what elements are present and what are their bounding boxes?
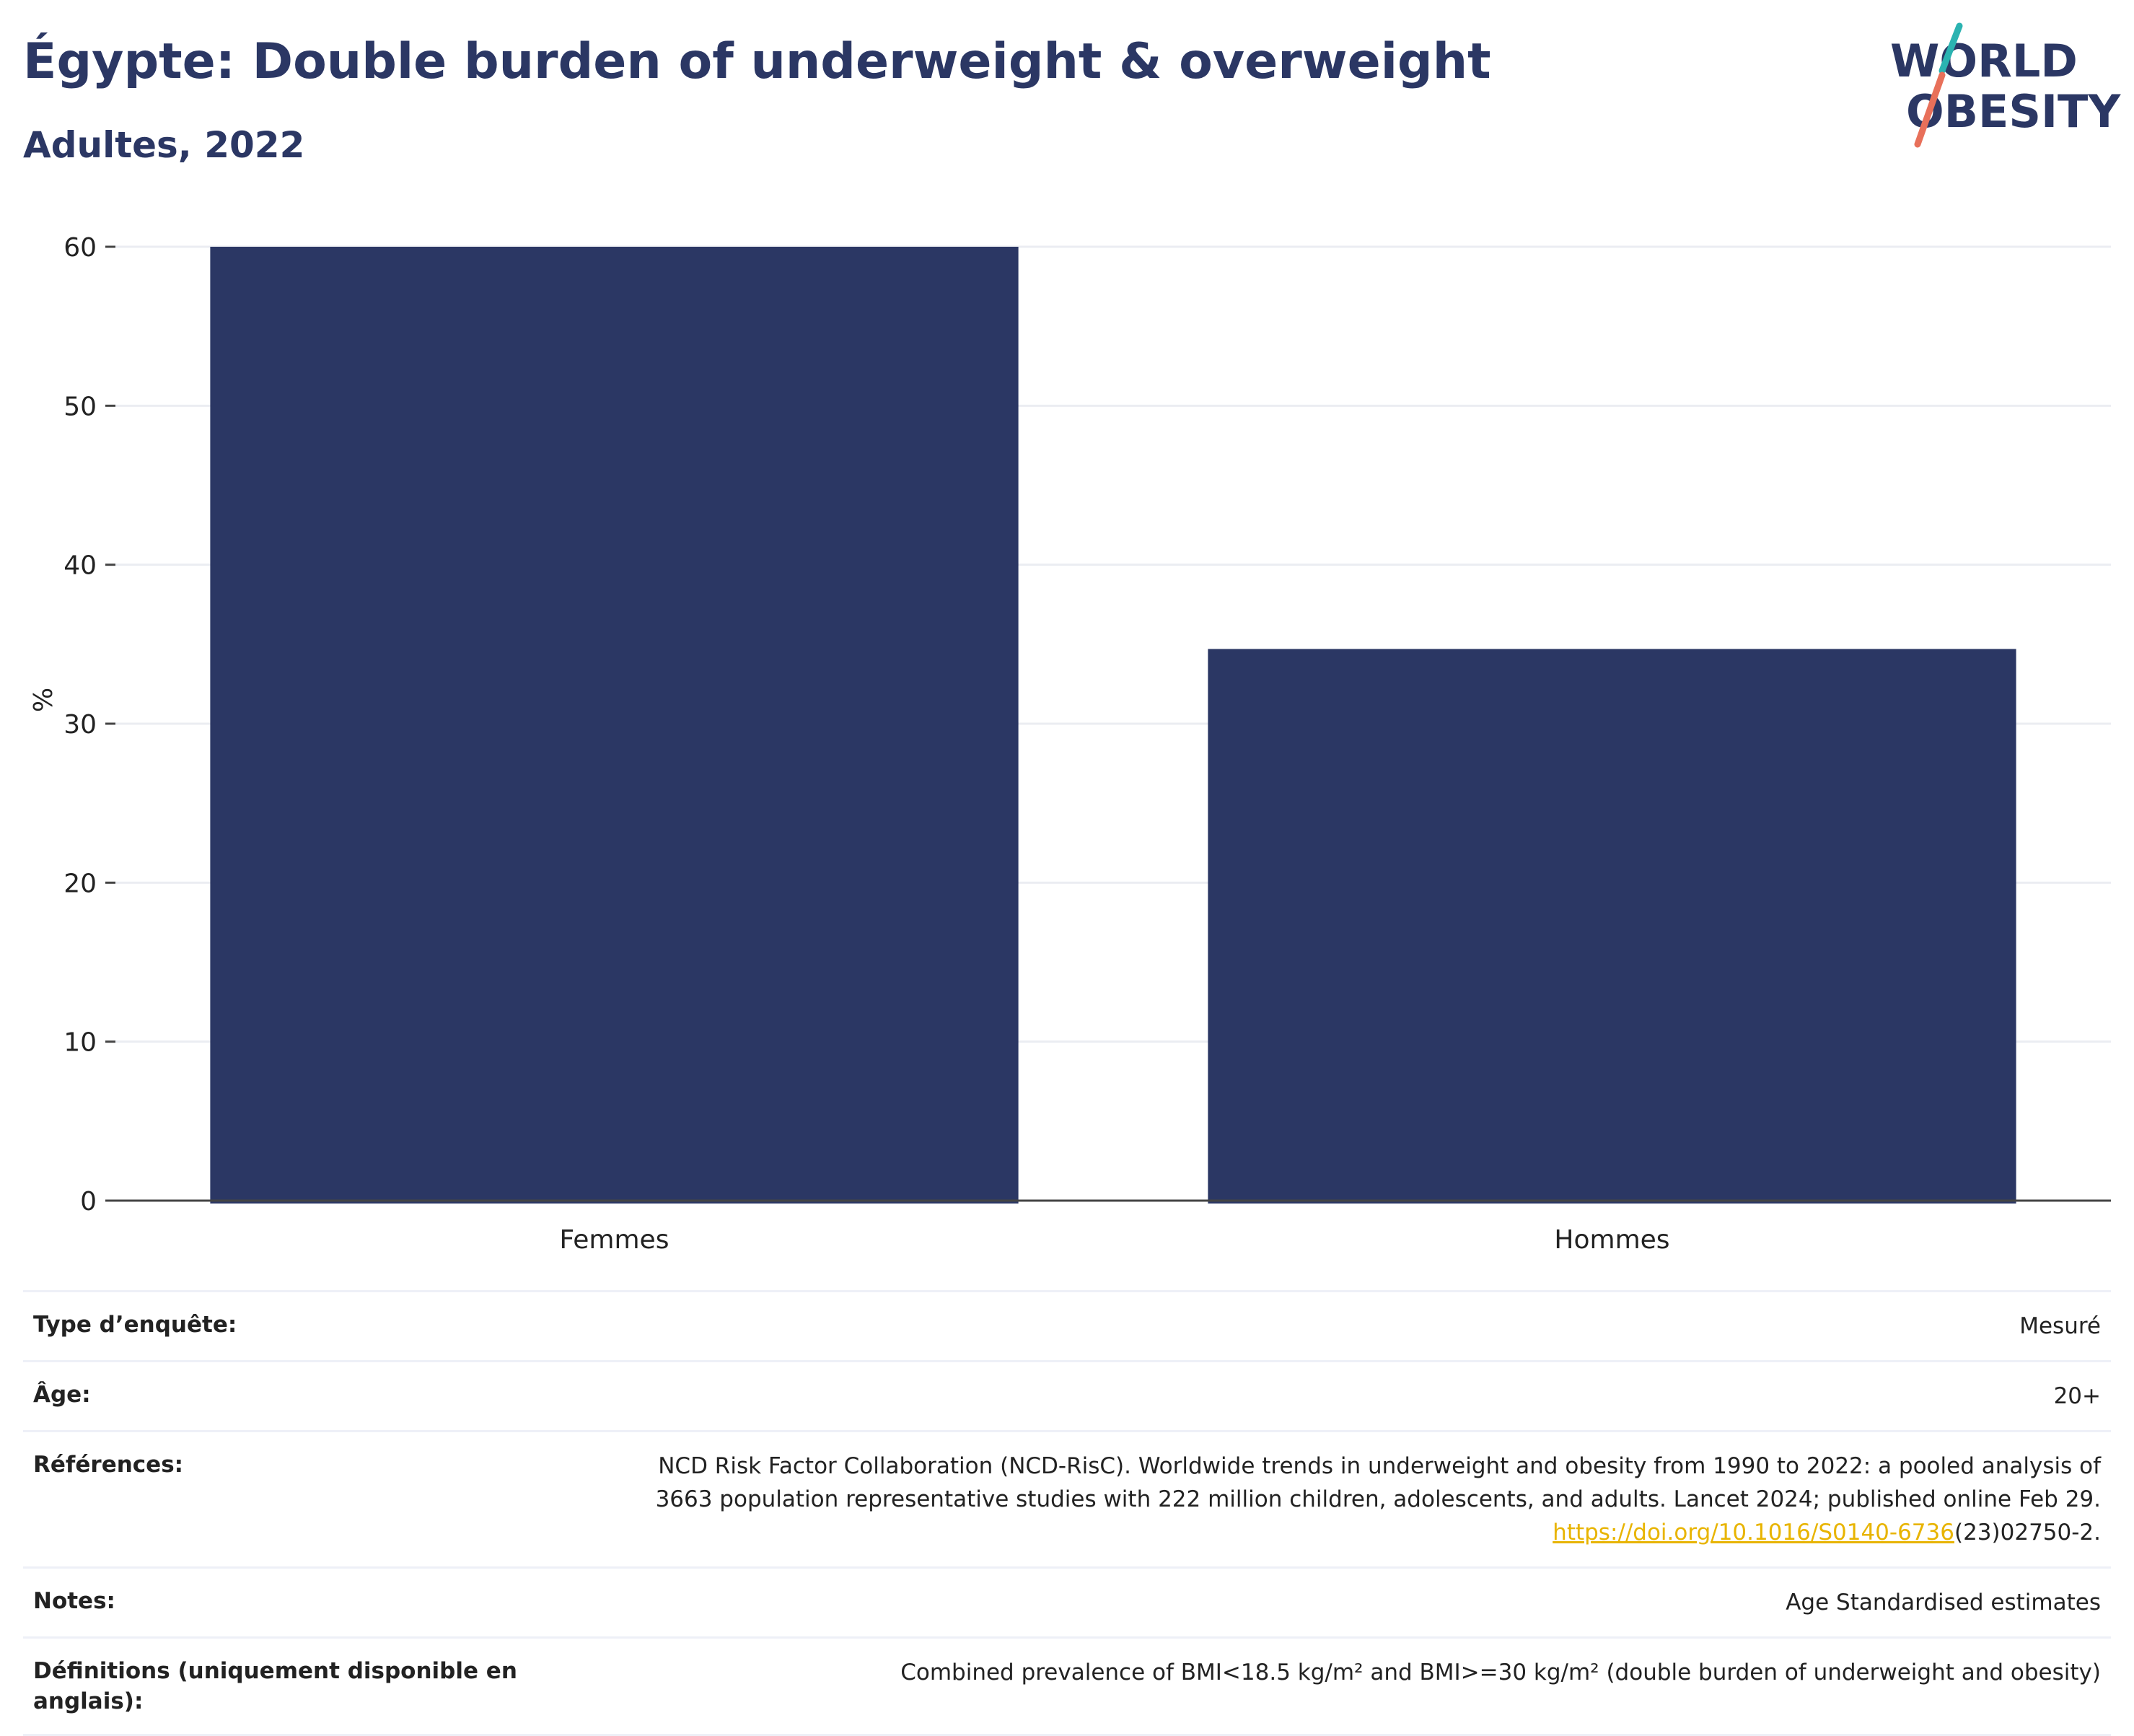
references-row: Références: NCD Risk Factor Collaboratio… — [23, 1430, 2111, 1566]
survey-type-label: Type d’enquête: — [33, 1312, 237, 1338]
y-tick-label: 40 — [63, 551, 97, 581]
doi-link[interactable]: https://doi.org/10.1016/S0140-6736 — [1553, 1520, 1954, 1546]
references-line3: https://doi.org/10.1016/S0140-6736(23)02… — [656, 1516, 2101, 1549]
age-row: Âge: 20+ — [23, 1360, 2111, 1430]
logo-slash-teal — [1938, 22, 1963, 74]
logo-line1: WORLD — [1890, 35, 2078, 87]
references-line2: 3663 population representative studies w… — [655, 1486, 2101, 1512]
y-tick-label: 0 — [80, 1187, 97, 1216]
y-tick-label: 50 — [63, 392, 97, 421]
y-axis-label: % — [29, 688, 58, 712]
age-label: Âge: — [33, 1382, 91, 1408]
notes-label: Notes: — [33, 1588, 115, 1614]
notes-value: Age Standardised estimates — [1786, 1590, 2101, 1616]
y-tick-label: 10 — [63, 1028, 97, 1058]
logo-line2: OBESITY — [1906, 85, 2121, 138]
bar-femmes[interactable] — [210, 247, 1019, 1204]
y-tick-labels: 0 10 20 30 40 50 60 — [63, 233, 115, 1216]
x-tick-labels: Femmes Hommes — [560, 1225, 1670, 1255]
x-tick-label: Femmes — [560, 1225, 669, 1255]
age-value: 20+ — [2053, 1383, 2101, 1409]
references-label: Références: — [33, 1452, 184, 1478]
y-tick-label: 30 — [63, 710, 97, 740]
doi-tail: (23)02750-2. — [1954, 1520, 2101, 1546]
bar-chart: 0 10 20 30 40 50 60 Femmes Hommes % — [29, 233, 2111, 1255]
x-tick-label: Hommes — [1554, 1225, 1669, 1255]
survey-type-row: Type d’enquête: Mesuré — [23, 1290, 2111, 1360]
metadata-table: Type d’enquête: Mesuré Âge: 20+ Référenc… — [23, 1290, 2111, 1736]
definitions-label: Définitions (uniquement disponible en an… — [33, 1658, 517, 1714]
world-obesity-logo: WORLD OBESITY — [1890, 22, 2121, 148]
y-tick-label: 20 — [63, 869, 97, 898]
references-line1: NCD Risk Factor Collaboration (NCD-RisC)… — [658, 1453, 2101, 1479]
bars — [210, 247, 2016, 1204]
definitions-value: Combined prevalence of BMI<18.5 kg/m² an… — [900, 1660, 2101, 1685]
logo-slash-coral — [1914, 71, 1946, 148]
references-value: NCD Risk Factor Collaboration (NCD-RisC)… — [656, 1450, 2101, 1549]
y-tick-label: 60 — [63, 233, 97, 263]
chart-subtitle: Adultes, 2022 — [23, 124, 305, 166]
notes-row: Notes: Age Standardised estimates — [23, 1566, 2111, 1636]
bar-hommes[interactable] — [1208, 649, 2016, 1204]
survey-type-value: Mesuré — [2019, 1313, 2101, 1339]
chart-title: Égypte: Double burden of underweight & o… — [23, 33, 1491, 90]
definitions-row: Définitions (uniquement disponible en an… — [23, 1636, 2111, 1736]
